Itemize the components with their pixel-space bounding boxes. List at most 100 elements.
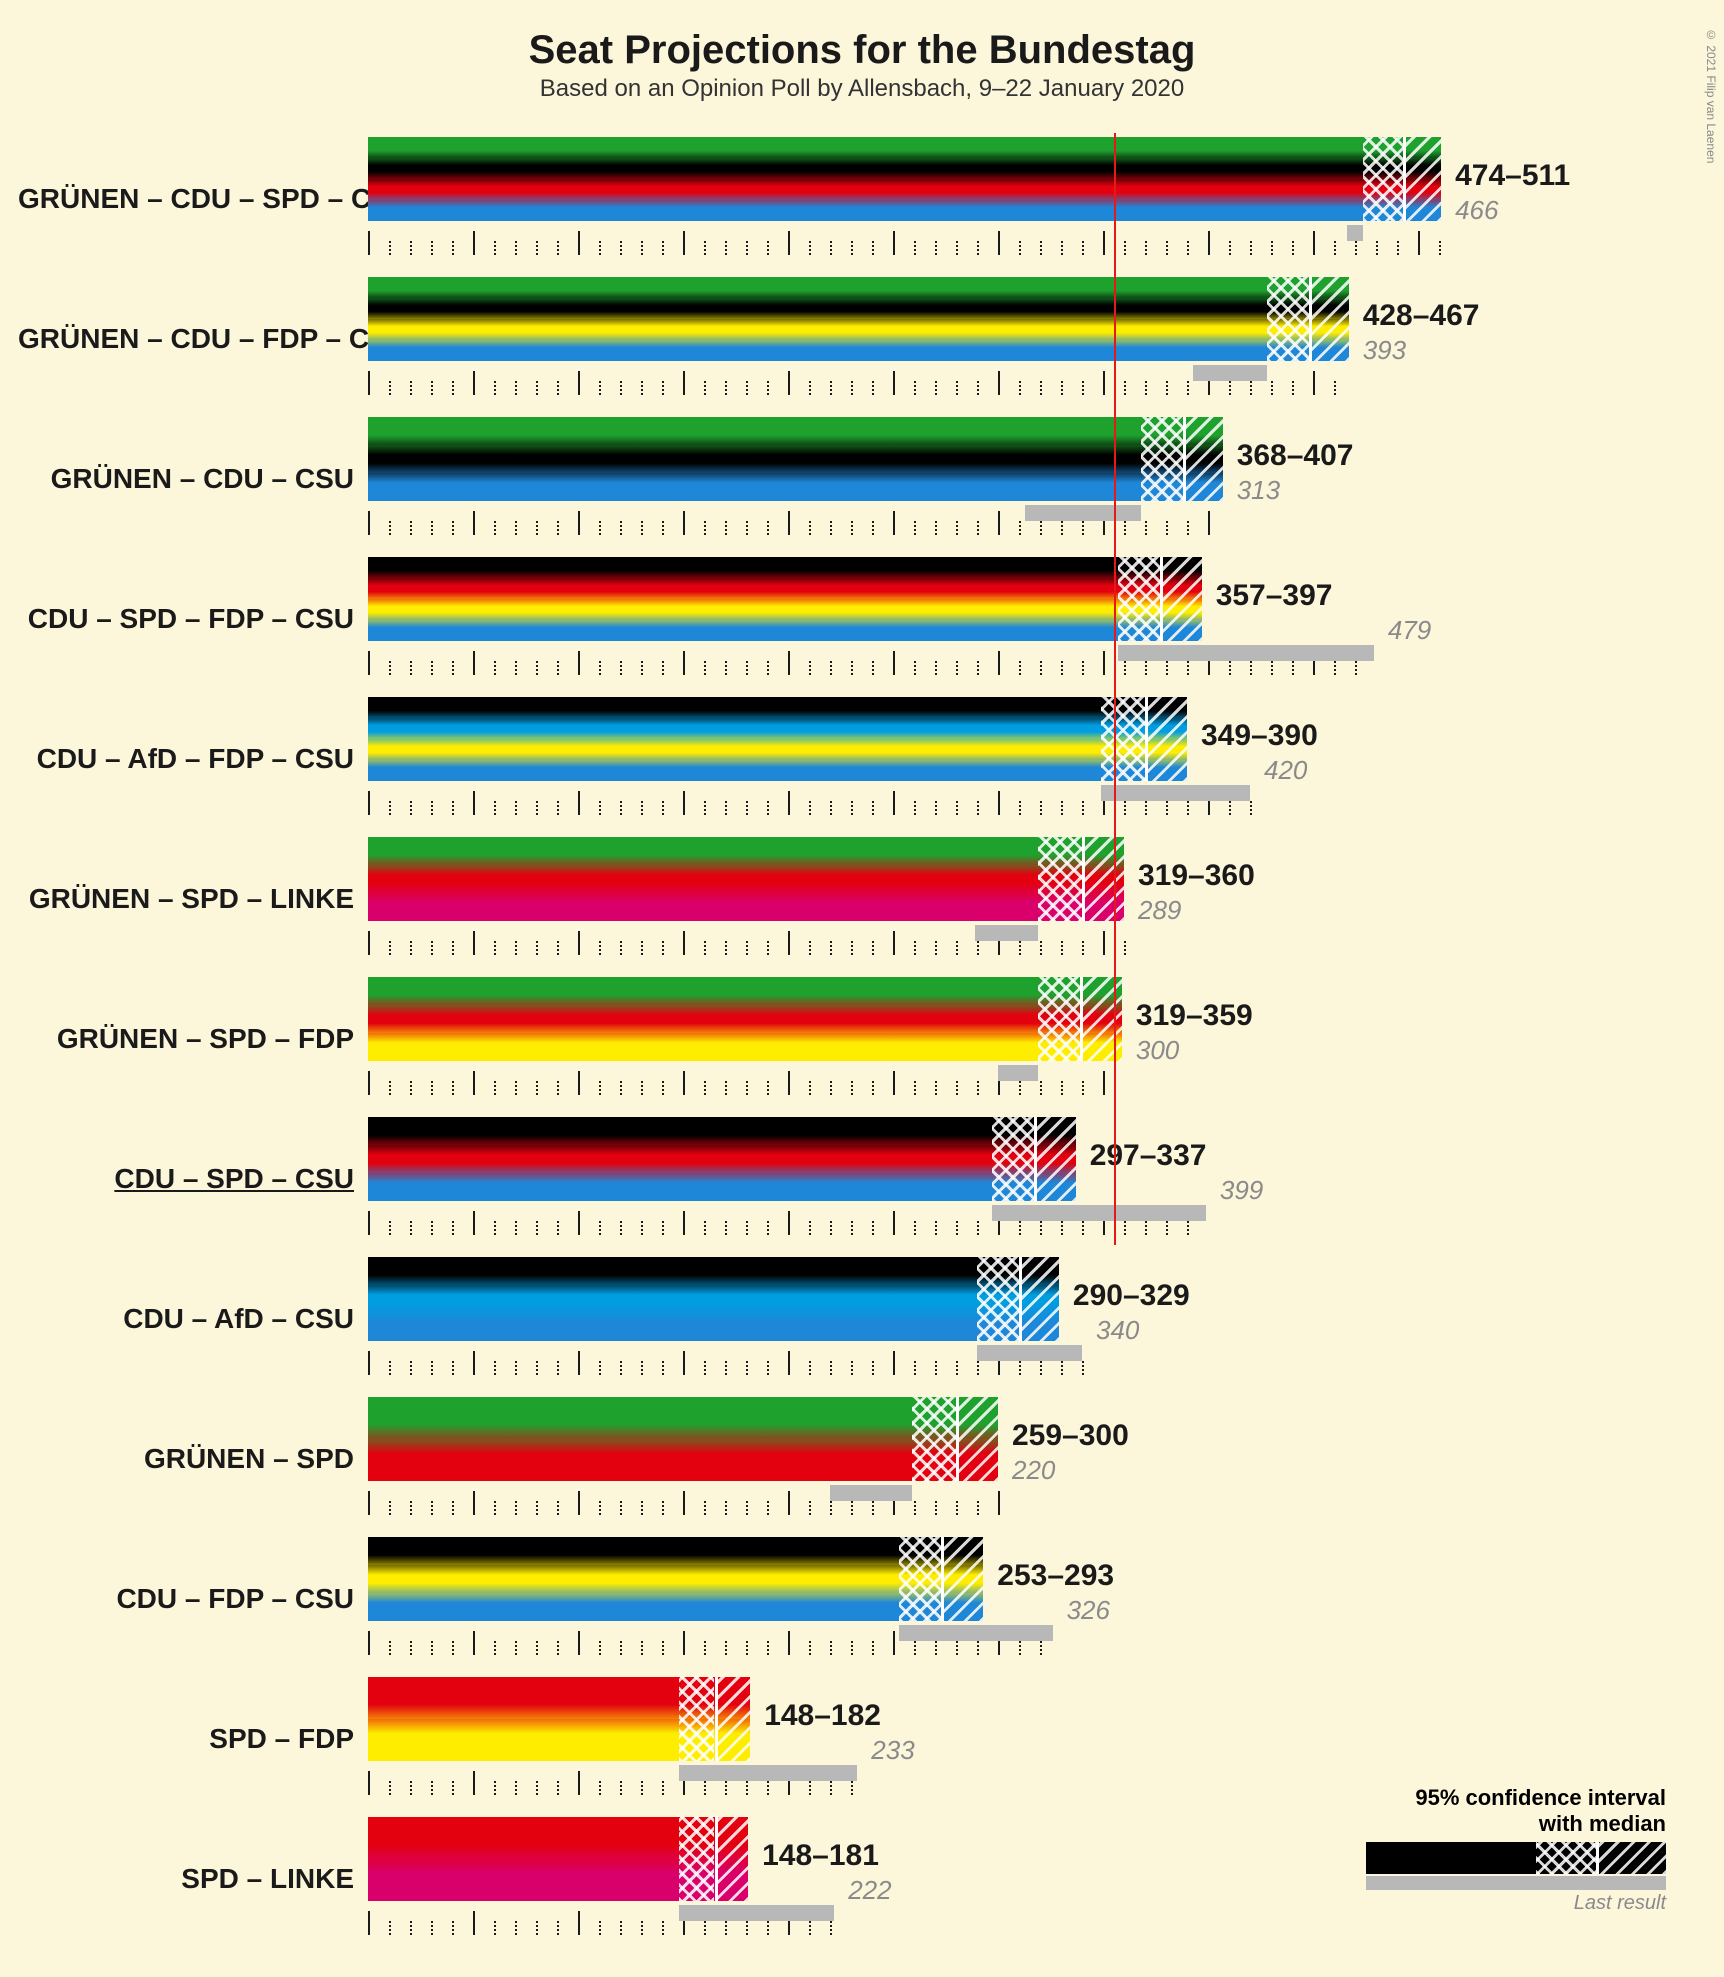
minor-tick	[410, 1641, 412, 1655]
party-stripe	[368, 1565, 983, 1593]
major-tick	[473, 231, 475, 255]
minor-tick	[851, 381, 853, 395]
minor-tick	[599, 661, 601, 675]
party-stripe	[368, 277, 1349, 298]
coalition-label: CDU – FDP – CSU	[18, 1583, 368, 1615]
major-tick	[683, 1071, 685, 1095]
minor-tick	[872, 801, 874, 815]
minor-tick	[389, 941, 391, 955]
minor-tick	[620, 1921, 622, 1935]
coalition-row: GRÜNEN – CDU – FDP – CSU428–467393	[18, 269, 1706, 409]
major-tick	[788, 1491, 790, 1515]
minor-tick	[725, 661, 727, 675]
hatch-upper	[715, 1677, 751, 1761]
major-tick	[683, 1491, 685, 1515]
minor-tick	[977, 241, 979, 255]
coalition-row: CDU – FDP – CSU253–293326	[18, 1529, 1706, 1669]
range-label: 290–329	[1073, 1279, 1190, 1313]
minor-tick	[767, 801, 769, 815]
party-stripe	[368, 1313, 1059, 1341]
range-label: 428–467	[1363, 299, 1480, 333]
minor-tick	[410, 941, 412, 955]
minor-tick	[704, 241, 706, 255]
party-stripe	[368, 599, 1202, 620]
confidence-bar	[368, 1257, 1059, 1341]
minor-tick	[1040, 1221, 1042, 1235]
minor-tick	[431, 521, 433, 535]
hatch-lower	[1101, 697, 1145, 781]
coalition-label: CDU – SPD – CSU	[18, 1163, 368, 1195]
median-marker	[715, 1677, 718, 1761]
minor-tick	[1187, 801, 1189, 815]
chart-body: GRÜNEN – CDU – SPD – CSU474–511466GRÜNEN…	[18, 129, 1706, 1949]
minor-tick	[662, 241, 664, 255]
minor-tick	[977, 941, 979, 955]
minor-tick	[452, 1221, 454, 1235]
minor-tick	[704, 1221, 706, 1235]
minor-tick	[1187, 1221, 1189, 1235]
minor-tick	[1166, 801, 1168, 815]
major-tick	[998, 651, 1000, 675]
minor-tick	[767, 1221, 769, 1235]
minor-tick	[851, 1781, 853, 1795]
minor-tick	[977, 1641, 979, 1655]
minor-tick	[515, 1641, 517, 1655]
coalition-row: CDU – SPD – FDP – CSU357–397479	[18, 549, 1706, 689]
minor-tick	[620, 1221, 622, 1235]
minor-tick	[1166, 521, 1168, 535]
party-stripe	[368, 1145, 1076, 1173]
minor-tick	[431, 1221, 433, 1235]
minor-tick	[662, 1361, 664, 1375]
minor-tick	[1019, 661, 1021, 675]
minor-tick	[725, 1081, 727, 1095]
minor-tick	[494, 521, 496, 535]
minor-tick	[1124, 661, 1126, 675]
minor-tick	[1124, 1221, 1126, 1235]
minor-tick	[1082, 941, 1084, 955]
major-tick	[578, 1211, 580, 1235]
hatch-upper	[1082, 837, 1124, 921]
minor-tick	[410, 661, 412, 675]
range-label: 319–360	[1138, 859, 1255, 893]
minor-tick	[494, 1361, 496, 1375]
bar-area: 474–511466	[368, 129, 1706, 269]
major-tick	[1208, 231, 1210, 255]
prev-result-bar	[977, 1345, 1082, 1361]
confidence-bar	[368, 277, 1349, 361]
minor-tick	[599, 1501, 601, 1515]
median-marker	[1019, 1257, 1022, 1341]
major-tick	[788, 651, 790, 675]
minor-tick	[1124, 381, 1126, 395]
minor-tick	[1397, 241, 1399, 255]
confidence-bar	[368, 137, 1441, 221]
minor-tick	[935, 381, 937, 395]
minor-tick	[977, 1221, 979, 1235]
party-stripe	[368, 865, 1124, 893]
party-stripe	[368, 557, 1202, 578]
minor-tick	[935, 521, 937, 535]
minor-tick	[599, 1081, 601, 1095]
range-label: 357–397	[1216, 579, 1333, 613]
prev-label: 466	[1455, 195, 1498, 226]
minor-tick	[1229, 241, 1231, 255]
minor-tick	[746, 241, 748, 255]
hatch-upper	[1080, 977, 1122, 1061]
minor-tick	[1166, 1221, 1168, 1235]
confidence-bar	[368, 417, 1223, 501]
party-stripe	[368, 1173, 1076, 1201]
bar-area: 349–390420	[368, 689, 1706, 829]
bar-area: 259–300220	[368, 1389, 1706, 1529]
minor-tick	[977, 521, 979, 535]
minor-tick	[410, 1921, 412, 1935]
minor-tick	[809, 1781, 811, 1795]
prev-result-bar	[1025, 505, 1141, 521]
minor-tick	[1187, 241, 1189, 255]
hatch-lower	[1118, 557, 1160, 641]
minor-tick	[494, 1781, 496, 1795]
major-tick	[368, 1491, 370, 1515]
minor-tick	[956, 661, 958, 675]
minor-tick	[809, 1641, 811, 1655]
minor-tick	[746, 381, 748, 395]
minor-tick	[389, 1921, 391, 1935]
coalition-label: GRÜNEN – SPD – LINKE	[18, 883, 368, 915]
